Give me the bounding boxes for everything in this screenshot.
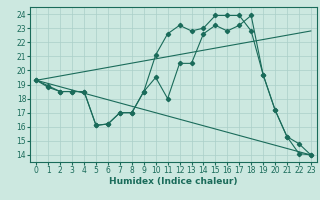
X-axis label: Humidex (Indice chaleur): Humidex (Indice chaleur) bbox=[109, 177, 238, 186]
